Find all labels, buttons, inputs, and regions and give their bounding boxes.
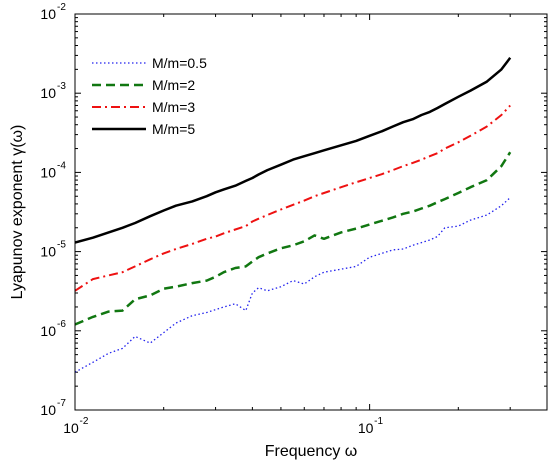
y-tick-exponent: -4 <box>57 160 66 171</box>
series-line-1 <box>75 197 511 373</box>
y-tick-label: 10 <box>40 244 56 260</box>
y-tick-label: 10 <box>40 6 56 22</box>
x-tick-label: 10 <box>63 420 79 436</box>
legend-label-4: M/m=5 <box>152 121 195 137</box>
plot-area <box>75 14 548 410</box>
y-tick-exponent: -3 <box>57 81 66 92</box>
x-tick-label: 10 <box>358 420 374 436</box>
legend-label-1: M/m=0.5 <box>152 55 207 71</box>
plot-frame <box>74 13 548 411</box>
y-tick-label: 10 <box>40 323 56 339</box>
y-axis-label: Lyapunov exponent γ(ω) <box>9 125 26 300</box>
y-tick-exponent: -6 <box>57 319 66 330</box>
x-tick-exponent: -2 <box>80 416 89 427</box>
y-tick-exponent: -5 <box>57 240 66 251</box>
y-tick-label: 10 <box>40 85 56 101</box>
series-line-2 <box>75 151 512 326</box>
series-line-3 <box>75 104 511 292</box>
tick-labels: 10 -2 10 -110 -710 -610 -510 -410 -310 -2 <box>40 2 383 436</box>
y-tick-label: 10 <box>40 402 56 418</box>
legend: M/m=0.5 M/m=2 M/m=3 M/m=5 <box>92 55 207 137</box>
series-layer <box>75 57 512 373</box>
legend-label-3: M/m=3 <box>152 99 195 115</box>
y-tick-exponent: -2 <box>57 2 66 13</box>
x-tick-exponent: -1 <box>374 416 383 427</box>
y-tick-label: 10 <box>40 164 56 180</box>
x-axis-label: Frequency ω <box>265 443 358 460</box>
y-tick-exponent: -7 <box>57 398 66 409</box>
series-line-4 <box>75 57 512 244</box>
legend-label-2: M/m=2 <box>152 77 195 93</box>
